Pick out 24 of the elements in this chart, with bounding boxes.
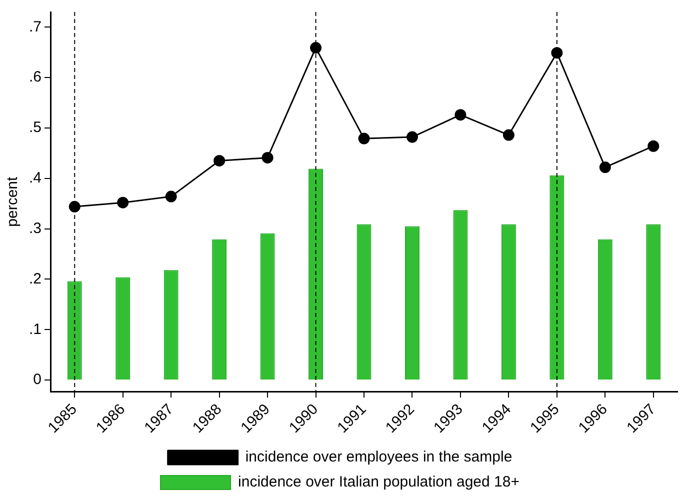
point [599, 162, 611, 174]
legend-label: incidence over Italian population aged 18+ [238, 474, 520, 491]
y-tick-label: .4 [28, 170, 42, 187]
y-tick-label: .5 [28, 119, 42, 136]
point [68, 200, 80, 212]
point [454, 109, 466, 121]
point [502, 129, 514, 141]
legend-label: incidence over employees in the sample [245, 448, 512, 466]
point [117, 196, 129, 208]
y-tick-label: .6 [28, 68, 42, 86]
point [551, 47, 563, 59]
y-tick-label: 0 [33, 371, 42, 388]
point [648, 140, 660, 152]
point [262, 152, 274, 164]
point [358, 132, 370, 144]
y-tick-label: .1 [28, 320, 42, 338]
y-tick-label: .3 [28, 220, 42, 237]
point [214, 154, 226, 166]
y-axis-title: percent [4, 176, 22, 227]
y-tick-label: .2 [28, 270, 42, 288]
point [406, 131, 418, 143]
point [165, 190, 177, 202]
y-tick-label: .7 [28, 18, 42, 36]
point [310, 42, 322, 54]
